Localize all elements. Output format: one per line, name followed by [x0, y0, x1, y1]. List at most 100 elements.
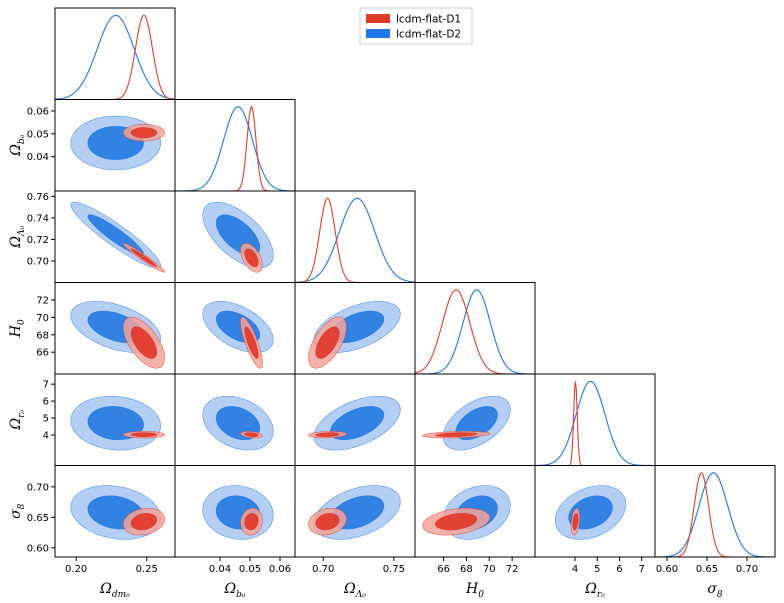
x-tick-label: 70: [483, 564, 496, 575]
y-tick-label: 72: [36, 295, 49, 306]
panel-s8-s8: [655, 472, 775, 557]
y-axis-label-omb: Ωb₀: [8, 134, 27, 156]
x-tick-label: 4: [572, 564, 578, 575]
y-tick-label: 0.70: [27, 256, 49, 267]
y-tick-label: 0.76: [27, 192, 49, 203]
x-tick-label: 0.20: [65, 564, 87, 575]
x-axis-label-omdm: Ωdm₀: [99, 581, 130, 600]
x-tick-label: 5: [594, 564, 600, 575]
marginal-oml-D1: [295, 197, 415, 283]
legend-swatch-lcdm-flat-D2: [366, 29, 390, 38]
marginal-s8-D2: [655, 472, 775, 557]
panel-s8-omr: [554, 485, 627, 540]
y-axis-label-h0: H0: [8, 319, 27, 338]
contour-s8-omdm-D1-68: [130, 512, 158, 531]
legend-label-lcdm-flat-D2: lcdm-flat-D2: [396, 29, 461, 41]
x-tick-label: 0.25: [136, 564, 158, 575]
panel-omb-omdm: [70, 115, 165, 171]
x-axis-label-oml: ΩΛ₀: [343, 581, 366, 600]
y-tick-label: 0.74: [27, 213, 49, 224]
panel-omb-omb: [175, 105, 295, 191]
x-tick-label: 72: [506, 564, 519, 575]
legend-swatch-lcdm-flat-D1: [366, 14, 390, 23]
x-tick-label: 7: [638, 564, 644, 575]
x-tick-label: 0.65: [696, 564, 718, 575]
marginal-oml-D2: [295, 197, 415, 283]
contour-h0-omb-D1-68: [244, 326, 259, 359]
contour-omb-omdm-D1-68: [130, 127, 158, 139]
marginal-omdm-D1: [55, 14, 175, 100]
x-tick-label: 0.05: [239, 564, 261, 575]
panel-frame: [654, 465, 776, 558]
y-tick-label: 0.60: [27, 543, 49, 554]
panel-frame: [414, 282, 536, 375]
x-axis-label-h0: H0: [465, 581, 484, 600]
x-tick-label: 6: [616, 564, 622, 575]
y-tick-label: 0.65: [27, 513, 49, 524]
marginal-omr-D2: [535, 380, 655, 466]
y-axis-label-omr: Ωr₀: [8, 410, 27, 431]
panel-h0-h0: [415, 289, 535, 374]
panel-frame: [174, 99, 296, 192]
y-tick-label: 0.06: [27, 106, 49, 117]
y-axis-label-oml: ΩΛ₀: [8, 226, 27, 249]
panel-omr-omr: [535, 380, 655, 466]
panel-omdm-omdm: [55, 14, 175, 100]
y-tick-label: 4: [43, 431, 49, 442]
marginal-omb-D2: [175, 106, 295, 191]
marginal-s8-D1: [655, 472, 775, 557]
y-axis-label-s8: σ8: [8, 503, 27, 519]
marginal-omr-D1: [535, 381, 655, 466]
panel-s8-h0: [422, 485, 511, 540]
contour-omr-omdm-D2-68: [87, 406, 144, 441]
panel-frame: [534, 373, 656, 466]
contour-s8-omb-D1-68: [244, 512, 259, 531]
panel-s8-oml: [308, 485, 401, 540]
panel-omr-omdm: [70, 395, 165, 451]
contour-s8-h0-D1-68: [434, 512, 478, 531]
contour-s8-omr-D1-68: [572, 512, 579, 531]
panel-s8-omb: [202, 485, 274, 540]
y-tick-label: 66: [36, 348, 49, 359]
contour-h0-oml-D1-68: [315, 326, 340, 359]
x-axis-label-omb: Ωb₀: [224, 581, 246, 600]
contour-oml-omb-D1-68: [244, 248, 259, 268]
panel-omr-oml: [308, 395, 401, 451]
panel-omr-h0: [422, 395, 511, 451]
contour-h0-omdm-D1-68: [130, 326, 158, 359]
y-tick-label: 70: [36, 313, 49, 324]
x-tick-label: 68: [460, 564, 473, 575]
panel-h0-omdm: [70, 301, 165, 369]
x-tick-label: 0.70: [312, 564, 334, 575]
marginal-h0-D2: [415, 289, 535, 374]
panel-h0-omb: [202, 301, 274, 369]
y-tick-label: 68: [36, 330, 49, 341]
contour-omr-omb-D1-68: [244, 432, 259, 438]
panel-oml-omdm: [70, 201, 165, 273]
x-tick-label: 0.70: [736, 564, 758, 575]
y-tick-label: 7: [43, 380, 49, 391]
y-tick-label: 0.72: [27, 235, 49, 246]
contour-omr-oml-D1-68: [315, 432, 340, 438]
panel-s8-omdm: [70, 485, 165, 540]
x-tick-label: 0.06: [269, 564, 291, 575]
contour-oml-omdm-D1-68: [130, 248, 158, 268]
x-tick-label: 0.60: [656, 564, 678, 575]
panel-omr-omb: [202, 395, 274, 451]
y-tick-label: 0.70: [27, 482, 49, 493]
x-tick-label: 0.04: [209, 564, 231, 575]
legend: lcdm-flat-D1 lcdm-flat-D2: [359, 7, 473, 45]
y-tick-label: 0.05: [27, 129, 49, 140]
panel-oml-omb: [202, 201, 274, 273]
contour-omr-h0-D1-68: [434, 432, 478, 438]
marginal-omdm-D2: [55, 14, 175, 100]
x-tick-label: 0.75: [383, 564, 405, 575]
y-tick-label: 5: [43, 414, 49, 425]
marginal-h0-D1: [415, 289, 535, 374]
marginal-omb-D1: [175, 105, 295, 191]
y-tick-label: 0.04: [27, 152, 49, 163]
contour-omr-omdm-D1-68: [130, 432, 158, 438]
panel-h0-oml: [308, 301, 401, 369]
contour-s8-oml-D1-68: [315, 512, 340, 531]
